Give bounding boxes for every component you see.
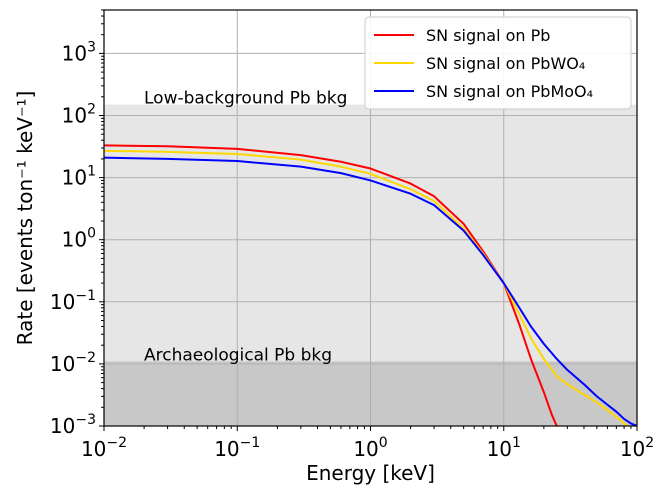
y-tick-label: 10−1 xyxy=(50,288,96,314)
band-label-0: Low-background Pb bkg xyxy=(144,89,347,109)
legend-label-0: SN signal on Pb xyxy=(426,26,550,45)
y-tick-label: 101 xyxy=(62,164,96,190)
series-line-1 xyxy=(104,149,629,426)
x-tick-label: 10−2 xyxy=(81,435,127,461)
x-tick-label: 101 xyxy=(487,435,521,461)
x-tick-label: 10−1 xyxy=(214,435,260,461)
series-line-2 xyxy=(104,156,637,426)
legend-box xyxy=(364,16,632,110)
legend-label-2: SN signal on PbMoO₄ xyxy=(426,82,593,101)
plot-area xyxy=(104,10,637,426)
y-tick-label: 10−3 xyxy=(50,412,96,438)
band-label-1: Archaeological Pb bkg xyxy=(144,345,332,365)
x-tick-label: 102 xyxy=(620,435,654,461)
x-axis-title: Energy [keV] xyxy=(306,461,435,485)
y-axis-title: Rate [events ton⁻¹ keV⁻¹] xyxy=(13,91,37,346)
y-tick-label: 100 xyxy=(62,226,96,252)
y-tick-label: 10−2 xyxy=(50,350,96,376)
x-tick-label: 100 xyxy=(353,435,387,461)
legend-label-1: SN signal on PbWO₄ xyxy=(426,54,585,73)
y-tick-label: 102 xyxy=(62,102,96,128)
y-tick-label: 103 xyxy=(62,39,96,65)
series-line-0 xyxy=(104,144,558,426)
legend: SN signal on Pb SN signal on PbWO₄ SN sign… xyxy=(364,16,632,110)
